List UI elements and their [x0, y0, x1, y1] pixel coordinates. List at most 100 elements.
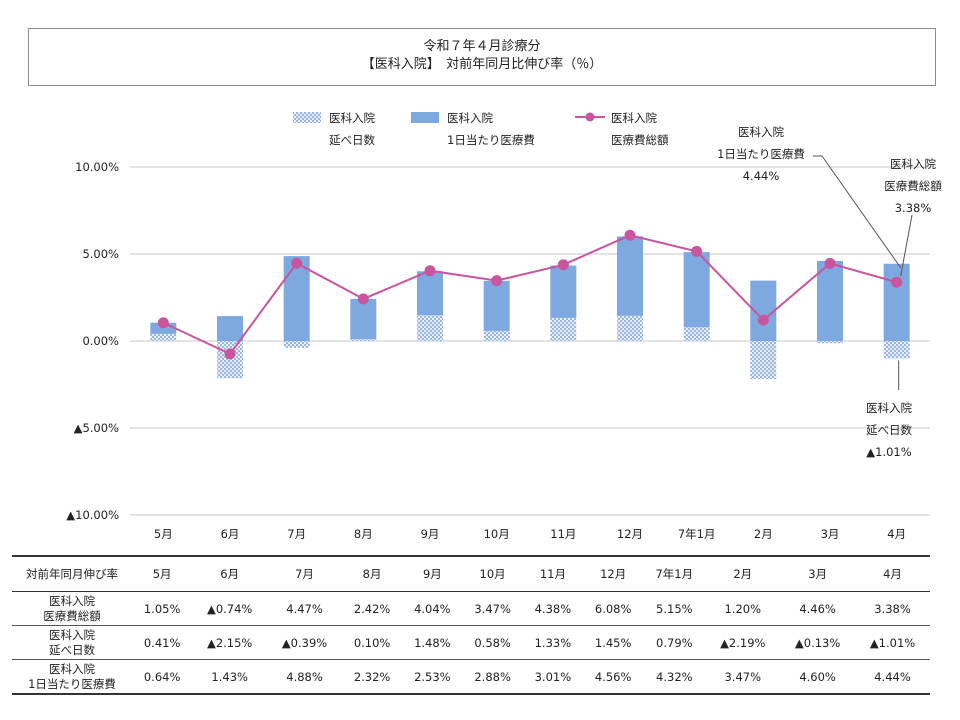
table-cell: ▲1.01% [855, 625, 930, 660]
table-cell: 0.79% [643, 625, 706, 660]
y-tick-label: ▲5.00% [74, 421, 119, 435]
line-point [891, 276, 903, 288]
table-month-header: 3月 [780, 555, 856, 592]
table-cell: 1.48% [402, 625, 463, 660]
legend-swatch-days [293, 112, 321, 123]
table-cell: 4.56% [583, 659, 644, 695]
x-tick-label: 3月 [821, 527, 840, 541]
table-cell: 4.38% [522, 591, 584, 626]
table-cell: 0.58% [462, 625, 523, 660]
table-cell: 3.47% [705, 659, 781, 695]
table-month-header: 4月 [855, 555, 930, 592]
annotation-label: 3.38% [895, 201, 932, 215]
table-cell: 1.45% [583, 625, 644, 660]
table-month-header: 2月 [705, 555, 781, 592]
data-table: 対前年同月伸び率 5月 6月 7月 8月 9月 10月 11月 12月 7年1月 2月 3月 4月 医科入… [12, 555, 930, 695]
line-point [624, 229, 636, 241]
table-month-header: 6月 [192, 555, 268, 592]
series-days-bars [150, 315, 910, 380]
x-tick-label: 8月 [354, 527, 373, 541]
y-axis: 10.00% 5.00% 0.00% ▲5.00% ▲10.00% [66, 160, 119, 522]
legend-label: 医科入院 [611, 111, 657, 125]
x-tick-label: 4月 [887, 527, 906, 541]
legend-label: 医療費総額 [611, 133, 669, 147]
table-cell: 2.32% [341, 659, 403, 695]
bar-days [617, 315, 643, 341]
table-cell: 6.08% [583, 591, 644, 626]
x-tick-label: 9月 [421, 527, 440, 541]
table-cell: ▲0.39% [267, 625, 342, 660]
annotation-label: 4.44% [743, 169, 780, 183]
table-row-label: 医科入院 医療費総額 [12, 591, 132, 626]
annotations: 医科入院1日当たり医療費4.44%医科入院医療費総額3.38%医科入院延べ日数▲… [717, 125, 942, 459]
line-point [824, 257, 836, 269]
y-tick-label: ▲10.00% [66, 508, 119, 522]
table-cell: 1.43% [192, 659, 268, 695]
bar-days [883, 341, 910, 359]
table-cell: 3.47% [462, 591, 523, 626]
line-point [291, 257, 303, 269]
grid-lines [130, 166, 930, 516]
bar-cost-per-day [883, 263, 910, 341]
table-cell: ▲2.19% [705, 625, 781, 660]
bar-cost-per-day [817, 260, 843, 341]
table-row-label: 医科入院 1日当たり医療費 [12, 659, 132, 695]
leader-line [813, 155, 902, 269]
x-axis: 5月 6月 7月 8月 9月 10月 11月 12月 7年1月 2月 3月 4月 [154, 527, 906, 541]
x-tick-label: 10月 [484, 527, 510, 541]
table-cell: 2.53% [402, 659, 463, 695]
legend-label: 医科入院 [329, 111, 375, 125]
bar-days [217, 341, 243, 379]
table-cell: 4.47% [267, 591, 342, 626]
table-cell: 0.10% [341, 625, 403, 660]
table-cell: 4.44% [855, 659, 930, 695]
x-tick-label: 5月 [154, 527, 173, 541]
leader-line [900, 214, 913, 277]
chart-area: 10.00% 5.00% 0.00% ▲5.00% ▲10.00% 5月 6月 7月 8月 9月… [66, 111, 942, 541]
table-row-label: 医科入院 延べ日数 [12, 625, 132, 660]
table-cell: 3.01% [522, 659, 584, 695]
y-tick-label: 5.00% [82, 247, 119, 261]
table-cell: 4.46% [780, 591, 856, 626]
legend-label: 1日当たり医療費 [447, 133, 535, 147]
line-point [557, 259, 569, 271]
legend-label: 医科入院 [447, 111, 493, 125]
chart-title-line1: 令和７年４月診療分 [423, 39, 541, 54]
bar-days [550, 317, 577, 341]
legend-swatch-cost-per-day [411, 112, 439, 123]
table-cell: 4.32% [643, 659, 706, 695]
table-cell: 1.05% [132, 591, 193, 626]
table-header-label: 対前年同月伸び率 [12, 555, 132, 592]
chart-title-line2: 【医科入院】 対前年同月比伸び率（％） [361, 57, 603, 72]
y-tick-label: 0.00% [82, 334, 119, 348]
table-cell: ▲0.74% [192, 591, 268, 626]
bar-cost-per-day [483, 280, 510, 331]
table-month-header: 5月 [132, 555, 193, 592]
table-cell: ▲0.13% [780, 625, 856, 660]
table-month-header: 10月 [462, 555, 523, 592]
line-point [157, 317, 169, 329]
bar-days [817, 341, 843, 344]
annotation-label: 医療費総額 [884, 179, 942, 193]
x-tick-label: 2月 [754, 527, 773, 541]
bar-cost-per-day [350, 298, 377, 340]
bar-days [350, 339, 377, 341]
table-cell: 4.60% [780, 659, 856, 695]
bar-cost-per-day [617, 236, 643, 316]
line-point [757, 314, 769, 326]
table-cell: 1.33% [522, 625, 584, 660]
line-total [162, 234, 897, 356]
table-month-header: 12月 [583, 555, 644, 592]
line-point [424, 265, 436, 277]
bar-cost-per-day [283, 256, 310, 341]
table-row: 医科入院 1日当たり医療費 0.64% 1.43% 4.88% 2.32% 2.53% 2.8… [12, 659, 930, 695]
bar-days [150, 333, 177, 341]
bar-cost-per-day [417, 271, 443, 316]
annotation-label: 医科入院 [866, 401, 912, 415]
table-cell: 4.88% [267, 659, 342, 695]
table-row: 医科入院 医療費総額 1.05% ▲0.74% 4.47% 2.42% 4.04% 3.47%… [12, 591, 930, 626]
table-month-header: 7年1月 [643, 555, 706, 592]
annotation-label: 延べ日数 [866, 423, 912, 437]
bar-days [283, 341, 310, 348]
